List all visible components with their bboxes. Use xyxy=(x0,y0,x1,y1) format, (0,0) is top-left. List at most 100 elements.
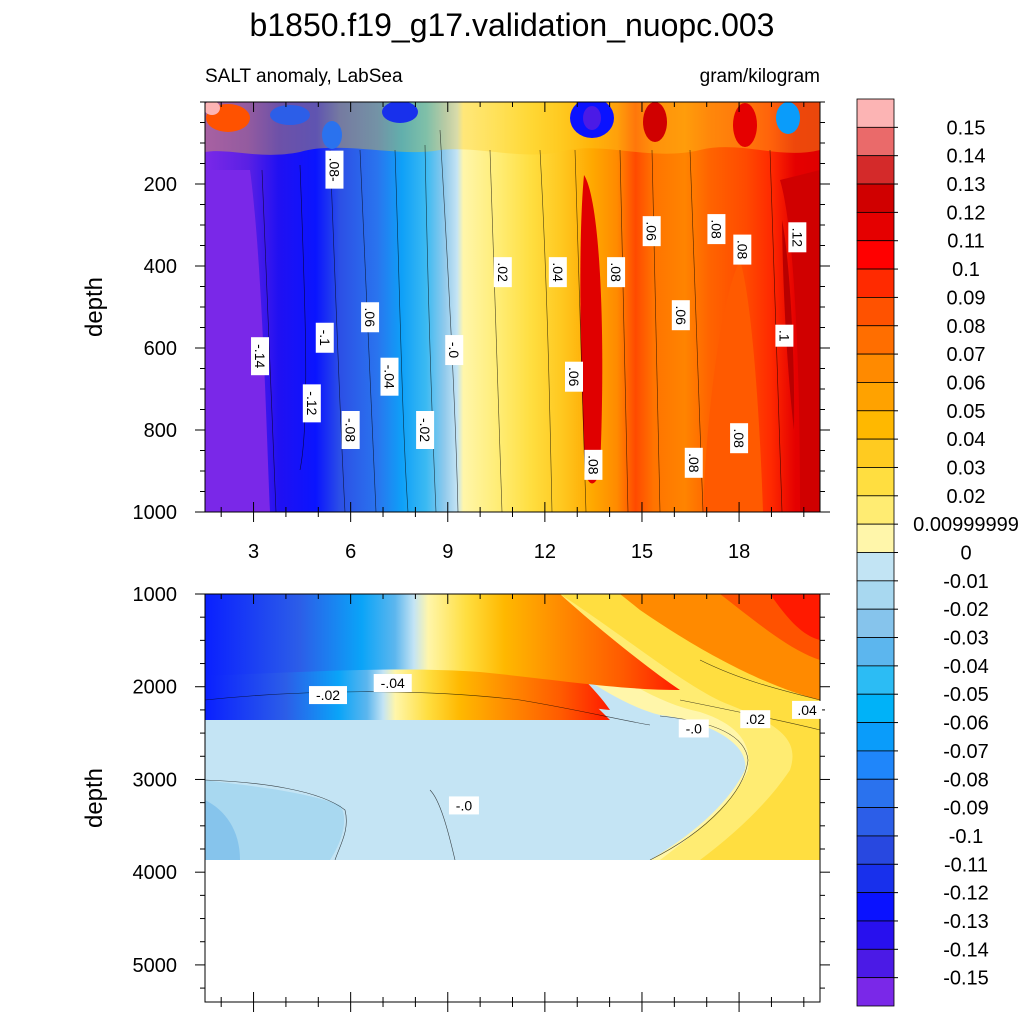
contour-label-text: .12 xyxy=(789,228,805,248)
upper-contour-fill xyxy=(205,102,820,512)
lower-contour-labels: -.04 -.02 -.0 -.0 .02 .04 xyxy=(309,674,823,815)
colorbar-label: 0.04 xyxy=(947,429,986,451)
contour-label-box xyxy=(302,384,321,423)
colorbar-box xyxy=(856,835,895,865)
contour-label-box xyxy=(733,234,752,265)
contour-label-box xyxy=(548,257,567,288)
colorbar-label: -0.06 xyxy=(943,713,989,735)
contour-label-text: .08 xyxy=(585,455,601,475)
contour-label-box xyxy=(251,337,270,376)
colorbar-label: -0.1 xyxy=(949,826,983,848)
y-tick-label: 1000 xyxy=(133,502,178,524)
contour-label-text: -.0 xyxy=(446,342,462,359)
contour-label-text: .08 xyxy=(686,453,702,473)
colorbar-box xyxy=(856,410,895,440)
contour-label-box xyxy=(740,710,771,729)
colorbar-label: -0.01 xyxy=(943,571,989,593)
colorbar-box xyxy=(856,637,895,667)
colorbar-box xyxy=(856,608,895,638)
colorbar-label: 0.07 xyxy=(947,344,986,366)
contour-label-box xyxy=(584,449,603,480)
colorbar-box xyxy=(856,948,895,979)
colorbar-box xyxy=(856,467,895,497)
x-tick-label: 15 xyxy=(631,541,653,563)
colorbar-label: 0.00999999 xyxy=(913,514,1019,536)
contour-label: -.1 xyxy=(315,322,334,353)
x-tick-label: 18 xyxy=(728,541,750,563)
contour-label-box xyxy=(373,674,412,693)
y-tick-label: 800 xyxy=(144,420,177,442)
contour-label-text: -.02 xyxy=(316,687,340,703)
contour-label-text: -.1 xyxy=(317,330,333,347)
colorbar-label: 0.06 xyxy=(947,372,986,394)
contour-label-box xyxy=(607,257,626,288)
colorbar-box xyxy=(856,382,895,412)
colorbar-label: 0.03 xyxy=(947,457,986,479)
contour-label: -.08 xyxy=(341,411,360,449)
y-tick-label: 600 xyxy=(144,338,177,360)
contour-label: .02 xyxy=(740,710,771,729)
contour-label-text: -.14 xyxy=(252,344,268,368)
contour-label: .08 xyxy=(730,423,749,454)
contour-label-box xyxy=(341,411,360,449)
colorbar-label: -0.07 xyxy=(943,741,989,763)
contour-label-box xyxy=(445,335,464,366)
colorbar: 0.15 0.14 0.13 0.12 0.11 0.1 0.09 0.08 0.07 0.06 0… xyxy=(856,98,1019,1007)
contour-label-text: -.0 xyxy=(686,720,703,736)
colorbar-box xyxy=(856,892,895,922)
colorbar-label: -0.02 xyxy=(943,599,989,621)
contour-label-text: .06 xyxy=(566,367,582,387)
colorbar-box xyxy=(856,523,895,553)
contour-label-text: .06 xyxy=(362,308,378,328)
colorbar-box xyxy=(856,807,895,837)
contour-label-box xyxy=(775,324,794,347)
y-tick-label: 5000 xyxy=(133,955,178,977)
contour-label-text: -.04 xyxy=(382,365,398,389)
contour-label: .06 xyxy=(671,300,690,331)
contour-label: -.14 xyxy=(251,337,270,376)
colorbar-box xyxy=(856,495,895,525)
colorbar-box xyxy=(856,155,895,185)
colorbar-box xyxy=(856,268,895,298)
contour-label-box xyxy=(325,150,344,189)
contour-label: .06 xyxy=(565,361,583,392)
upper-y-axis-label: depth xyxy=(81,277,108,337)
contour-label-text: -.04 xyxy=(381,675,405,691)
contour-label-text: .02 xyxy=(746,711,766,727)
contour-label-text: .06 xyxy=(673,305,689,325)
colorbar-box xyxy=(856,211,895,242)
contour-label-text: .08 xyxy=(734,240,750,260)
upper-panel: 200 400 600 800 1000 .08- -.14 -.1 -.12 .06 -.04 -… xyxy=(81,101,830,524)
colorbar-label: -0.15 xyxy=(943,968,989,990)
lower-y-axis-label: depth xyxy=(81,768,108,828)
contour-label-text: .08 xyxy=(708,219,724,239)
contour-label-box xyxy=(309,686,347,705)
contour-label-text: .04 xyxy=(550,262,566,282)
colorbar-box xyxy=(856,98,895,128)
colorbar-label: 0.11 xyxy=(947,231,984,253)
subtitle-right: gram/kilogram xyxy=(700,66,820,87)
colorbar-label: -0.08 xyxy=(943,769,989,791)
contour-label-text: -.12 xyxy=(304,391,320,415)
colorbar-box xyxy=(856,552,895,582)
colorbar-label: -0.14 xyxy=(943,939,989,961)
colorbar-box xyxy=(856,750,895,780)
contour-label-box xyxy=(565,361,583,392)
contour-label: -.0 xyxy=(448,796,479,815)
colorbar-box xyxy=(856,693,895,723)
colorbar-box xyxy=(856,126,895,157)
contour-label: -.0 xyxy=(678,719,709,738)
colorbar-box xyxy=(856,920,895,950)
figure-title: b1850.f19_g17.validation_nuopc.003 xyxy=(250,7,775,43)
contour-label-box xyxy=(380,357,399,396)
contour-label-box xyxy=(792,700,823,719)
colorbar-label: -0.05 xyxy=(943,684,989,706)
colorbar-label: 0.09 xyxy=(947,287,986,309)
colorbar-box xyxy=(856,863,895,894)
colorbar-box xyxy=(856,665,895,695)
contour-label-box xyxy=(493,257,512,288)
contour-label-box xyxy=(730,423,749,454)
colorbar-label: 0.05 xyxy=(947,401,986,423)
x-tick-label: 6 xyxy=(345,541,356,563)
colorbar-label: 0.15 xyxy=(947,117,986,139)
